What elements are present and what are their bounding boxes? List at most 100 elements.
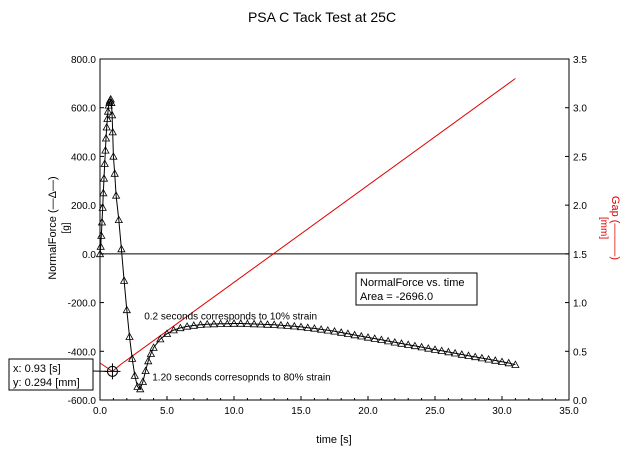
normal-force-point	[377, 335, 386, 343]
normal-force-point	[256, 319, 265, 328]
normal-force-point	[182, 322, 192, 330]
left-tick-label: -200.0	[68, 299, 97, 310]
left-tick-label: 600.0	[71, 104, 96, 115]
right-axis-unit: [mm]	[598, 217, 609, 239]
normal-force-point	[209, 319, 219, 328]
normal-force-point	[203, 319, 212, 328]
plot-frame	[99, 58, 570, 401]
normal-force-point	[424, 344, 433, 352]
normal-force-point	[108, 127, 117, 136]
normal-force-point	[430, 345, 440, 353]
normal-force-point	[363, 333, 373, 341]
normal-force-point	[477, 353, 487, 362]
x-tick-label: 0.0	[93, 406, 107, 417]
normal-force-point	[103, 114, 112, 122]
normal-force-point	[125, 332, 134, 340]
normal-force-point	[323, 325, 332, 334]
cursor-x-value: x: 0.93 [s]	[13, 363, 61, 375]
right-tick-label: 0.5	[573, 347, 587, 358]
normal-force-point	[101, 133, 111, 142]
normal-force-point	[316, 325, 326, 333]
normal-force-point	[249, 319, 259, 328]
normal-force-point	[169, 325, 178, 334]
normal-force-point	[417, 342, 426, 351]
cursor-readout-frame	[8, 358, 94, 391]
normal-force-point	[141, 366, 150, 374]
left-axis-ticks: -600.0 -400.0 -200.0 0.0 200.0 400.0 600.0 800.…	[68, 55, 104, 407]
normal-force-series-line	[99, 97, 516, 390]
left-tick-label: 800.0	[71, 55, 96, 66]
normal-force-point	[511, 360, 520, 368]
normal-force-point	[189, 321, 198, 329]
cursor-y-value: y: 0.294 [mm]	[13, 377, 80, 389]
normal-force-point	[111, 191, 121, 199]
normal-force-point	[196, 320, 205, 328]
normal-force-point	[296, 322, 306, 331]
normal-force-point	[156, 334, 165, 343]
cursor-readout[interactable]: x: 0.93 [s] y: 0.294 [mm]	[8, 358, 108, 391]
right-axis-label: Gap (———)	[609, 196, 621, 260]
right-axis-label-close: )	[609, 256, 621, 260]
normal-force-point	[102, 122, 111, 131]
right-tick-label: 1.5	[573, 250, 587, 261]
normal-force-point	[223, 319, 232, 327]
left-axis-unit: [g]	[61, 222, 72, 233]
left-axis-label-close: )	[47, 176, 59, 180]
normal-force-point	[270, 320, 279, 328]
normal-force-point	[136, 384, 145, 393]
info-box-line1: NormalForce vs. time	[360, 277, 465, 289]
x-tick-label: 25.0	[425, 406, 445, 417]
right-axis-label-name: Gap (	[609, 196, 621, 224]
normal-force-point	[357, 331, 366, 340]
normal-force-point	[397, 339, 406, 347]
normal-force-point	[107, 98, 116, 106]
x-tick-label: 5.0	[160, 406, 174, 417]
normal-force-point	[263, 320, 272, 328]
normal-force-point	[122, 305, 131, 314]
normal-force-point	[337, 328, 346, 336]
x-tick-label: 10.0	[224, 406, 244, 417]
normal-force-point	[103, 107, 113, 115]
normal-force-point	[229, 319, 239, 327]
info-box: NormalForce vs. time Area = -2696.0	[355, 272, 478, 306]
cursor-crosshair-icon[interactable]	[104, 363, 121, 380]
normal-force-point	[106, 94, 115, 103]
normal-force-point	[370, 334, 379, 342]
x-tick-label: 15.0	[291, 406, 311, 417]
left-axis-label-dash2: —	[47, 180, 59, 191]
normal-force-point	[130, 371, 139, 379]
annotation-10-percent-strain: 0.2 seconds corresponds to 10% strain	[144, 312, 317, 323]
normal-force-point	[450, 348, 460, 357]
normal-force-point	[497, 357, 507, 365]
x-tick-label: 30.0	[492, 406, 512, 417]
right-tick-label: 1.0	[573, 299, 587, 310]
normal-force-point	[97, 217, 107, 226]
left-tick-label: 200.0	[71, 201, 96, 212]
normal-force-point	[457, 350, 466, 358]
normal-force-point	[383, 336, 393, 345]
left-axis-label-dash: —	[47, 198, 59, 209]
normal-force-point	[97, 231, 106, 239]
info-box-frame	[355, 272, 478, 306]
normal-force-point	[146, 349, 156, 357]
right-axis-label-line: ———	[609, 223, 621, 256]
left-tick-label: -400.0	[68, 347, 97, 358]
normal-force-point	[491, 356, 500, 364]
left-axis-label-marker: Δ	[47, 190, 59, 198]
normal-force-point	[95, 249, 105, 258]
normal-force-point	[119, 276, 129, 284]
normal-force-point	[133, 382, 142, 390]
normal-force-point	[149, 343, 158, 351]
normal-force-point	[464, 351, 473, 359]
left-tick-label: 400.0	[71, 152, 96, 163]
normal-force-point	[216, 319, 225, 327]
normal-force-point	[128, 354, 137, 362]
normal-force-point	[350, 330, 359, 339]
normal-force-point	[276, 320, 286, 329]
normal-force-point	[343, 329, 353, 337]
x-axis-label: time [s]	[316, 434, 351, 446]
right-tick-label: 2.5	[573, 152, 587, 163]
chart-title: PSA C Tack Test at 25C	[248, 9, 396, 25]
right-tick-label: 0.0	[573, 396, 587, 407]
normal-force-point	[101, 145, 110, 154]
